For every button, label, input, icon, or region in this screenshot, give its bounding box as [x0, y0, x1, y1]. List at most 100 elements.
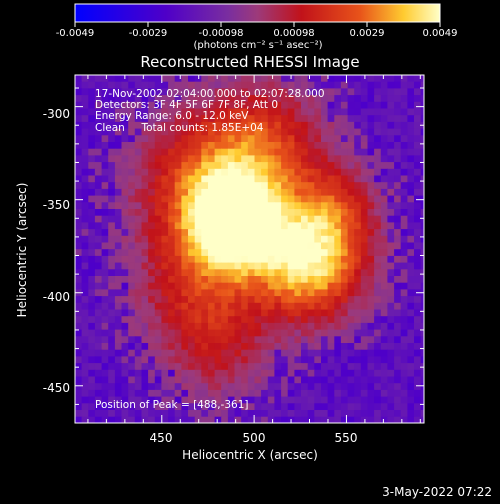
heatmap-cell	[81, 376, 89, 384]
heatmap-cell	[81, 249, 89, 257]
heatmap-cell	[394, 363, 402, 371]
heatmap-cell	[121, 343, 129, 351]
heatmap-cell	[301, 363, 309, 371]
heatmap-cell	[148, 115, 156, 123]
heatmap-cell	[221, 95, 229, 103]
heatmap-cell	[247, 229, 255, 237]
heatmap-cell	[81, 222, 89, 230]
heatmap-cell	[347, 356, 355, 364]
heatmap-cell	[148, 282, 156, 290]
heatmap-cell	[387, 356, 395, 364]
heatmap-cell	[128, 128, 136, 136]
heatmap-cell	[267, 142, 275, 150]
heatmap-cell	[154, 249, 162, 257]
heatmap-cell	[387, 309, 395, 317]
heatmap-cell	[340, 262, 349, 270]
heatmap-cell	[367, 148, 375, 156]
heatmap-cell	[134, 235, 142, 244]
heatmap-cell	[334, 389, 342, 398]
heatmap-cell	[148, 81, 156, 89]
heatmap-cell	[340, 101, 349, 110]
heatmap-cell	[327, 128, 335, 136]
heatmap-cell	[247, 88, 255, 96]
heatmap-cell	[334, 343, 342, 351]
heatmap-cell	[301, 101, 309, 110]
heatmap-cell	[374, 229, 382, 237]
heatmap-cell	[321, 329, 329, 337]
heatmap-cell	[214, 410, 222, 418]
heatmap-cell	[168, 322, 176, 331]
heatmap-cell	[188, 202, 196, 210]
heatmap-cell	[154, 128, 162, 136]
heatmap-cell	[208, 155, 216, 163]
heatmap-cell	[347, 155, 355, 163]
x-tick-label: 450	[150, 431, 173, 445]
heatmap-cell	[374, 209, 382, 217]
heatmap-cell	[88, 75, 96, 83]
heatmap-cell	[114, 75, 123, 83]
heatmap-cell	[201, 188, 209, 197]
heatmap-cell	[194, 209, 202, 217]
heatmap-cell	[161, 349, 169, 357]
heatmap-cell	[287, 121, 295, 130]
heatmap-cell	[360, 175, 368, 183]
heatmap-cell	[181, 276, 189, 284]
heatmap-cell	[314, 202, 322, 210]
heatmap-cell	[307, 336, 315, 344]
heatmap-cell	[188, 88, 196, 96]
heatmap-cell	[227, 182, 236, 190]
heatmap-cell	[267, 329, 275, 337]
heatmap-cell	[380, 376, 388, 384]
heatmap-cell	[161, 289, 169, 297]
heatmap-cell	[281, 316, 289, 324]
heatmap-cell	[327, 88, 335, 96]
heatmap-cell	[141, 128, 149, 136]
heatmap-cell	[254, 269, 262, 277]
heatmap-cell	[181, 148, 189, 156]
heatmap-cell	[400, 329, 408, 337]
heatmap-cell	[241, 289, 249, 297]
heatmap-cell	[354, 135, 362, 143]
heatmap-cell	[234, 135, 242, 143]
heatmap-cell	[387, 242, 395, 250]
heatmap-cell	[181, 235, 189, 244]
heatmap-cell	[367, 121, 375, 130]
heatmap-cell	[214, 188, 222, 197]
heatmap-cell	[154, 209, 162, 217]
heatmap-cell	[261, 349, 269, 357]
heatmap-cell	[221, 235, 229, 244]
heatmap-cell	[380, 296, 388, 304]
heatmap-cell	[247, 316, 255, 324]
heatmap-cell	[387, 209, 395, 217]
heatmap-cell	[380, 343, 388, 351]
heatmap-cell	[294, 121, 302, 130]
heatmap-cell	[321, 389, 329, 398]
heatmap-cell	[340, 282, 349, 290]
heatmap-cell	[414, 296, 422, 304]
heatmap-cell	[168, 343, 176, 351]
heatmap-cell	[367, 336, 375, 344]
heatmap-cell	[208, 262, 216, 270]
heatmap-cell	[134, 363, 142, 371]
heatmap-cell	[94, 329, 103, 337]
heatmap-cell	[247, 81, 255, 89]
heatmap-cell	[287, 262, 295, 270]
heatmap-cell	[360, 121, 368, 130]
heatmap-cell	[154, 255, 162, 264]
heatmap-cell	[94, 369, 103, 378]
heatmap-cell	[380, 416, 388, 423]
heatmap-cell	[188, 128, 196, 136]
heatmap-cell	[88, 142, 96, 150]
heatmap-cell	[128, 403, 136, 411]
heatmap-cell	[75, 376, 83, 384]
heatmap-cell	[261, 202, 269, 210]
heatmap-cell	[227, 162, 236, 170]
heatmap-cell	[161, 101, 169, 110]
heatmap-cell	[327, 416, 335, 423]
heatmap-cell	[75, 108, 83, 116]
heatmap-cell	[221, 175, 229, 183]
heatmap-cell	[234, 336, 242, 344]
heatmap-cell	[380, 195, 388, 203]
heatmap-cell	[154, 195, 162, 203]
heatmap-cell	[168, 356, 176, 364]
